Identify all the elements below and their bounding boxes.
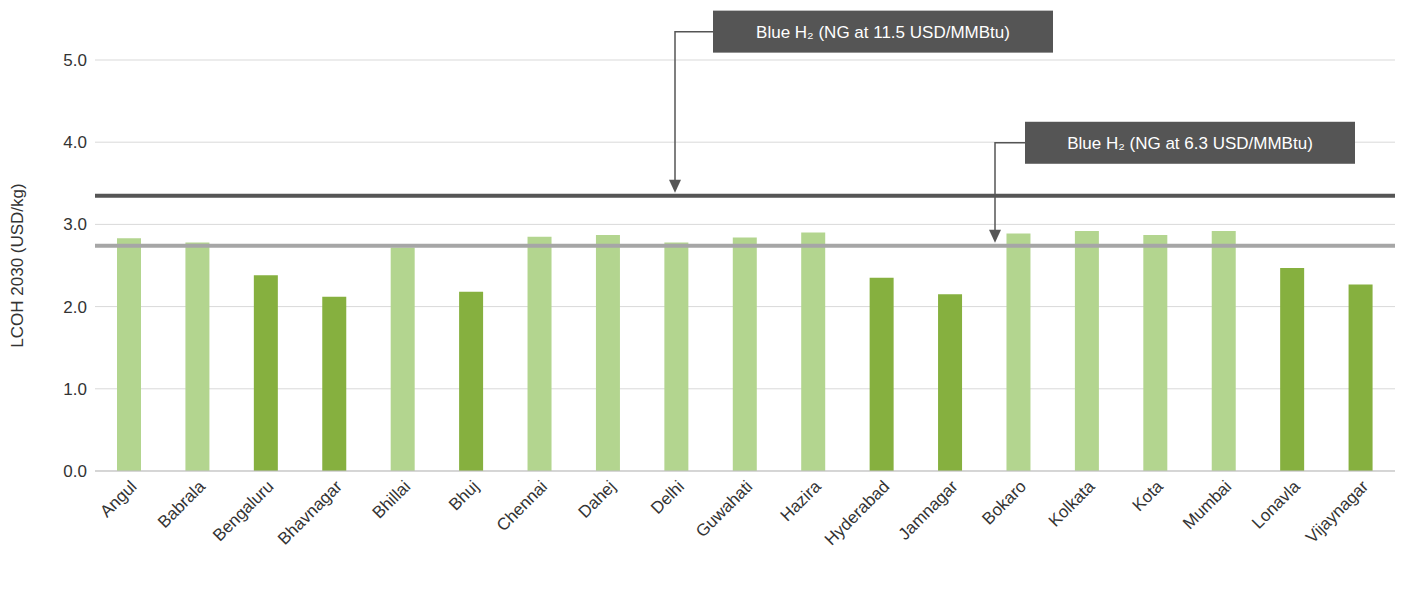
svg-text:Hazira: Hazira bbox=[777, 477, 826, 526]
svg-text:Dahej: Dahej bbox=[575, 477, 620, 522]
svg-text:Jamnagar: Jamnagar bbox=[895, 477, 962, 544]
svg-text:Delhi: Delhi bbox=[647, 477, 688, 518]
svg-text:1.0: 1.0 bbox=[63, 380, 87, 399]
svg-text:Bokaro: Bokaro bbox=[979, 477, 1031, 529]
svg-text:Chennai: Chennai bbox=[493, 477, 551, 535]
svg-text:Babrala: Babrala bbox=[154, 477, 209, 532]
svg-text:Vijaynagar: Vijaynagar bbox=[1302, 477, 1372, 547]
svg-text:Kolkata: Kolkata bbox=[1045, 477, 1099, 531]
svg-text:Angul: Angul bbox=[96, 477, 140, 521]
svg-text:Blue H₂ (NG at 6.3 USD/MMBtu): Blue H₂ (NG at 6.3 USD/MMBtu) bbox=[1067, 134, 1313, 153]
svg-text:Bhavnagar: Bhavnagar bbox=[274, 477, 346, 549]
svg-text:Bhillai: Bhillai bbox=[369, 477, 415, 523]
svg-text:LCOH 2030 (USD/kg): LCOH 2030 (USD/kg) bbox=[8, 183, 27, 347]
svg-text:Mumbai: Mumbai bbox=[1179, 477, 1235, 533]
svg-text:5.0: 5.0 bbox=[63, 51, 87, 70]
svg-text:0.0: 0.0 bbox=[63, 462, 87, 481]
svg-text:Guwahati: Guwahati bbox=[692, 477, 756, 541]
svg-text:Kota: Kota bbox=[1129, 477, 1168, 516]
svg-text:Bengaluru: Bengaluru bbox=[209, 477, 277, 545]
svg-text:Blue H₂ (NG at 11.5 USD/MMBtu): Blue H₂ (NG at 11.5 USD/MMBtu) bbox=[756, 23, 1010, 42]
svg-text:Hyderabad: Hyderabad bbox=[821, 477, 893, 549]
svg-text:4.0: 4.0 bbox=[63, 133, 87, 152]
svg-text:3.0: 3.0 bbox=[63, 215, 87, 234]
svg-text:Lonavla: Lonavla bbox=[1248, 477, 1304, 533]
svg-text:2.0: 2.0 bbox=[63, 298, 87, 317]
svg-text:Bhuj: Bhuj bbox=[445, 477, 482, 514]
